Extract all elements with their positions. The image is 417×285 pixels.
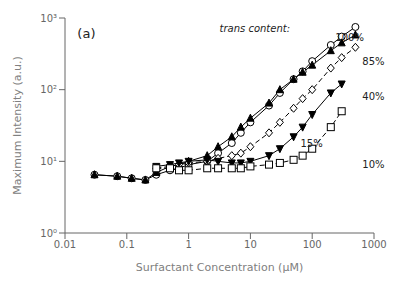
html-text:trans content:: trans content: xyxy=(219,23,290,35)
svg-text:85%: 85% xyxy=(362,56,384,67)
svg-text:10²: 10² xyxy=(40,84,57,95)
svg-text:100%: 100% xyxy=(335,32,364,43)
svg-text:Maximum Intensity (a.u.): Maximum Intensity (a.u.) xyxy=(11,56,24,194)
svg-text:1000: 1000 xyxy=(361,239,386,250)
svg-text:10¹: 10¹ xyxy=(40,156,57,167)
svg-text:0.01: 0.01 xyxy=(54,239,76,250)
svg-text:10%: 10% xyxy=(362,159,384,170)
svg-text:40%: 40% xyxy=(362,91,384,102)
svg-text:10³: 10³ xyxy=(40,13,57,24)
svg-text:1: 1 xyxy=(185,239,191,250)
svg-text:15%: 15% xyxy=(300,138,322,149)
svg-text:10: 10 xyxy=(244,239,257,250)
svg-text:100: 100 xyxy=(303,239,322,250)
svg-text:Surfactant Concentration (μM): Surfactant Concentration (μM) xyxy=(136,261,303,274)
svg-text:0.1: 0.1 xyxy=(119,239,135,250)
svg-text:10⁰: 10⁰ xyxy=(40,228,57,239)
html-text:(a): (a) xyxy=(77,25,96,41)
